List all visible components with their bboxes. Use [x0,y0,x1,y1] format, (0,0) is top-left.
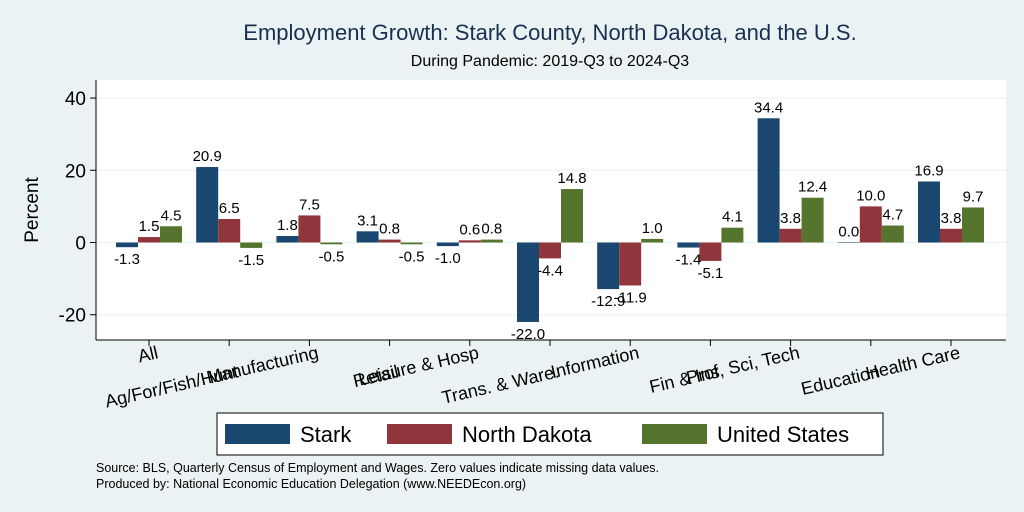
bar-north-dakota-fin-ins [699,242,722,261]
bar-united-states-leisure-hosp [480,239,503,243]
data-label: 3.8 [780,210,801,227]
legend-swatch-united-states [642,424,707,444]
x-tick-label-information: Information [549,342,641,382]
bar-north-dakota-ag-for-fish-hunt [218,219,241,243]
legend-swatch-stark [225,424,290,444]
y-axis-ticks: -20 0 20 40 [59,89,96,327]
data-label: 10.0 [856,187,885,204]
data-label: 3.8 [941,210,962,227]
legend-swatch-north-dakota [387,424,452,444]
source-note: Source: BLS, Quarterly Census of Employm… [96,461,659,475]
legend-label-stark: Stark [300,422,352,447]
bar-stark-leisure-hosp [436,242,459,247]
data-label: -1.5 [238,252,264,269]
bar-north-dakota-manufacturing [298,215,321,243]
bar-united-states-health-care [962,207,984,243]
bar-united-states-education [881,225,904,243]
bar-united-states-ag-for-fish-hunt [240,242,263,248]
data-label: -0.5 [318,248,344,265]
bar-north-dakota-all [138,237,160,243]
data-label: 1.5 [139,218,160,235]
bar-stark-prof-sci-tech [757,118,780,243]
bars [116,118,984,322]
data-label: -12.9 [591,293,625,310]
y-tick-label: 40 [65,89,86,110]
bar-north-dakota-leisure-hosp [458,240,481,243]
bar-stark-retail [356,231,379,243]
x-tick-label-trans-ware: Trans. & Ware. [440,361,561,407]
bar-north-dakota-health-care [940,228,962,243]
data-label: 3.1 [357,212,378,229]
data-label: 0.0 [838,224,859,241]
legend-label-north-dakota: North Dakota [462,422,592,447]
x-tick-label-manufacturing: Manufacturing [205,342,321,387]
data-label: 7.5 [299,196,320,213]
bar-united-states-all [160,226,182,243]
bar-stark-fin-ins [677,242,700,248]
bar-north-dakota-retail [378,239,401,243]
bar-united-states-information [641,238,664,243]
data-label: 34.4 [754,99,783,116]
bar-stark-ag-for-fish-hunt [196,167,219,243]
bar-north-dakota-information [619,242,642,286]
y-tick-label: 0 [75,234,86,255]
data-label: -1.3 [114,251,140,268]
data-label: 0.8 [379,221,400,238]
data-label: 9.7 [963,188,984,205]
data-labels: -1.3 20.9 1.8 3.1 -1.0 -22.0 -12.9 -1.4 34.4 0.0 1… [114,99,983,343]
data-label: 14.8 [557,170,586,187]
data-label: -11.9 [614,289,647,306]
data-label: -0.5 [399,248,425,265]
bar-united-states-manufacturing [320,242,343,245]
bar-stark-manufacturing [276,236,299,243]
data-label: -5.1 [697,265,723,282]
y-tick-label: -20 [59,306,86,327]
data-label: 6.5 [219,200,240,217]
bar-stark-information [597,242,620,290]
data-label: 4.7 [882,207,903,224]
bar-united-states-trans-ware [561,189,583,243]
x-tick-label-prof-sci-tech: Prof, Sci, Tech [684,342,801,388]
data-label: 1.0 [642,220,663,237]
legend: Stark North Dakota United States [216,412,884,456]
bar-stark-education [837,242,860,243]
chart-title: Employment Growth: Stark County, North D… [243,20,856,45]
data-label: 20.9 [193,148,222,165]
bar-united-states-fin-ins [721,227,744,243]
x-tick-label-all: All [136,342,160,366]
data-label: -4.4 [537,262,563,279]
data-label: 0.8 [481,221,502,238]
y-axis-label: Percent [22,177,43,243]
bar-stark-health-care [918,181,940,243]
bar-stark-trans-ware [517,242,539,322]
data-label: -22.0 [511,326,545,343]
legend-box [216,412,884,456]
bar-north-dakota-trans-ware [539,242,561,259]
bar-north-dakota-education [859,206,882,243]
data-label: 4.5 [161,207,182,224]
y-tick-label: 20 [65,161,86,182]
bar-united-states-retail [400,242,423,245]
bar-stark-all [116,242,138,248]
data-label: 4.1 [722,209,743,226]
legend-label-united-states: United States [717,422,849,447]
x-tick-label-health-care: Health Care [864,342,962,383]
data-label: -1.0 [435,250,461,267]
data-label: 0.6 [459,221,480,238]
data-label: 1.8 [277,217,298,234]
bar-north-dakota-prof-sci-tech [779,228,802,243]
bar-united-states-prof-sci-tech [801,197,824,243]
produced-by-note: Produced by: National Economic Education… [96,477,526,491]
data-label: 16.9 [914,162,943,179]
plot-area [96,80,1006,340]
data-label: -1.4 [675,252,701,269]
data-label: 12.4 [798,179,827,196]
chart-subtitle: During Pandemic: 2019-Q3 to 2024-Q3 [411,53,689,70]
